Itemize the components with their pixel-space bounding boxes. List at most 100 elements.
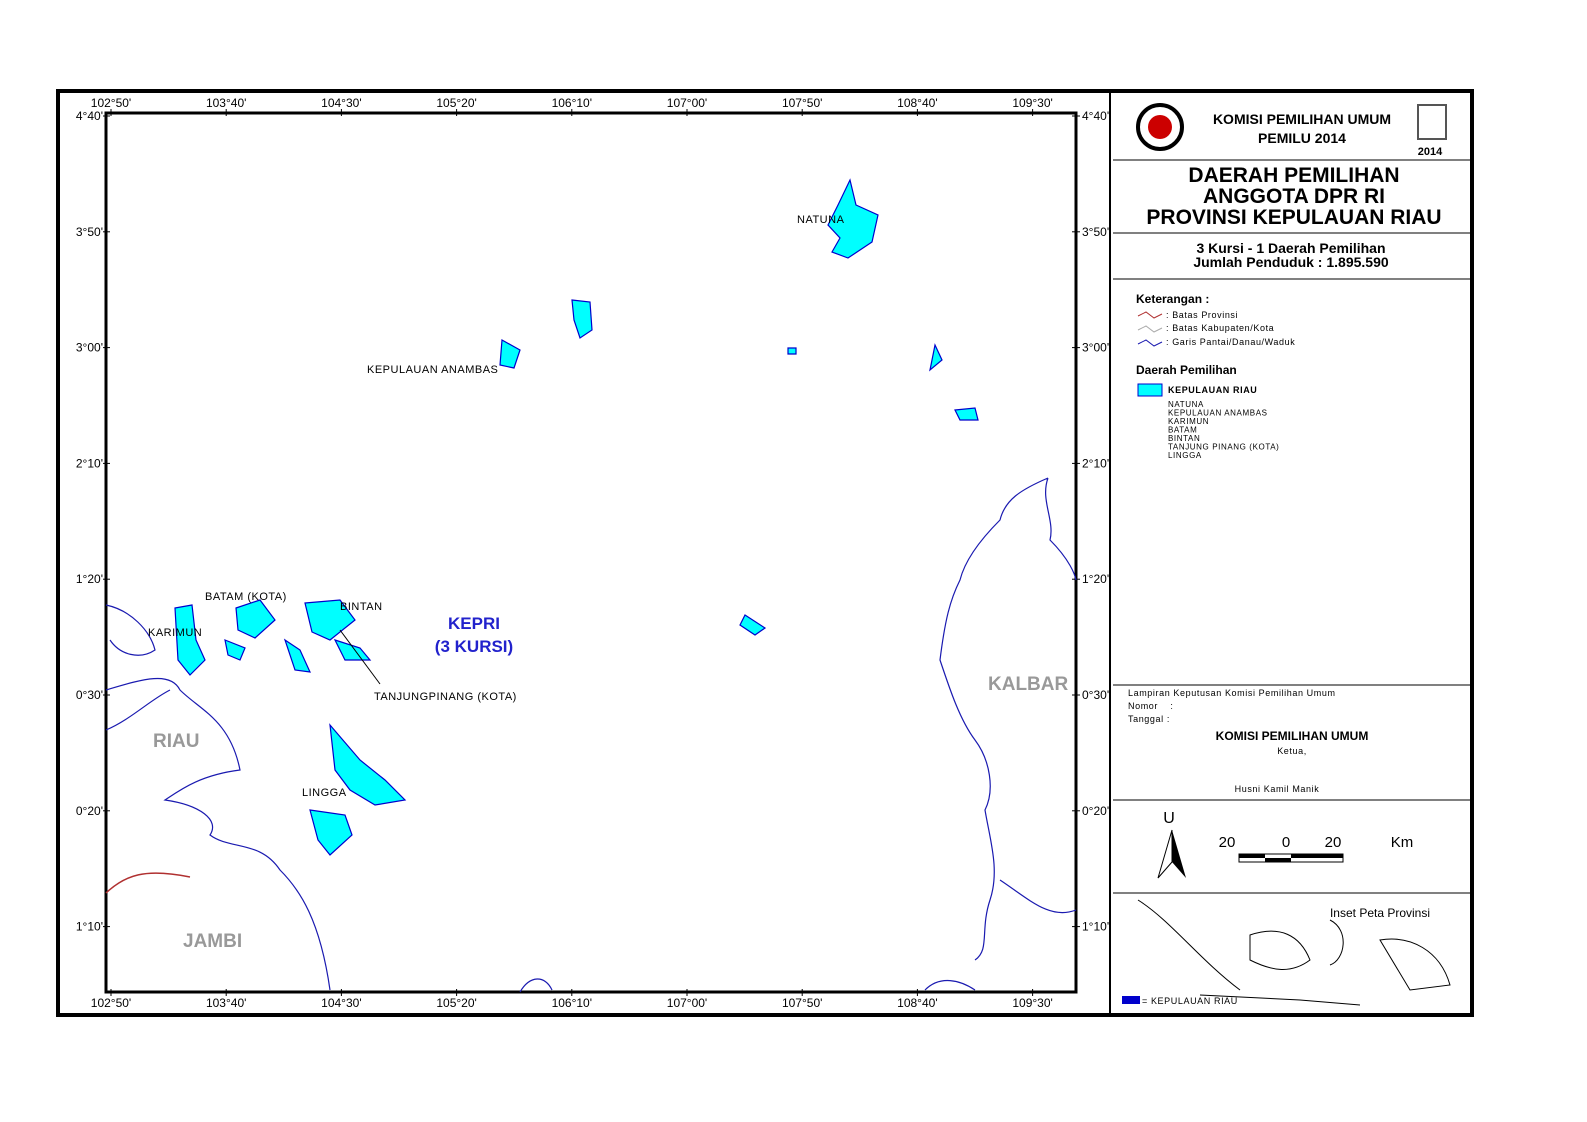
lon-label: 109°30' [1012, 96, 1052, 110]
lat-label: 0°30' [1082, 688, 1109, 702]
lon-label: 109°30' [1012, 996, 1052, 1010]
lon-label: 104°30' [321, 96, 361, 110]
inset-title: Inset Peta Provinsi [1330, 906, 1430, 920]
place-label: BINTAN [340, 601, 383, 613]
shape [787, 347, 797, 355]
lat-label: 1°10' [76, 920, 103, 934]
dapil-label: (3 KURSI) [435, 637, 513, 656]
lon-label: 107°00' [667, 96, 707, 110]
lon-label: 102°50' [91, 96, 131, 110]
region-label: JAMBI [183, 931, 242, 952]
shape [571, 299, 593, 339]
ballot-box [1417, 104, 1447, 140]
sign-text: Ketua, [1277, 746, 1307, 756]
shape [519, 978, 976, 993]
lon-label: 108°40' [897, 96, 937, 110]
shape [939, 477, 1077, 961]
lat-label: 1°20' [76, 572, 103, 586]
legend-member: KARIMUN [1168, 417, 1209, 426]
sign-org: KOMISI PEMILIHAN UMUM [1216, 729, 1369, 743]
shape [499, 339, 521, 369]
region-label: KALBAR [988, 674, 1068, 695]
lat-label: 3°00' [1082, 341, 1109, 355]
dapil-label: KEPRI [448, 614, 500, 633]
region-label: RIAU [153, 731, 199, 752]
lon-label: 107°50' [782, 996, 822, 1010]
lat-label: 3°50' [1082, 225, 1109, 239]
scale-unit: Km [1391, 834, 1414, 851]
scale-bar-seg [1291, 854, 1343, 858]
legend-member: BINTAN [1168, 434, 1200, 443]
shape [174, 604, 206, 676]
coastlines [105, 477, 1077, 993]
lon-label: 105°20' [436, 96, 476, 110]
scale-bar-seg [1265, 858, 1291, 862]
legend-symbol [1137, 339, 1163, 347]
legend-item: : Batas Provinsi [1166, 310, 1238, 320]
legend-member: NATUNA [1168, 400, 1204, 409]
logo-year: 2014 [1418, 146, 1443, 158]
title-line: ANGGOTA DPR RI [1203, 185, 1385, 208]
kpu-logo-emblem [1148, 115, 1172, 139]
lat-label: 2°10' [1082, 456, 1109, 470]
shape [929, 343, 943, 372]
title-line: DAERAH PEMILIHAN [1188, 164, 1399, 187]
lon-label: 104°30' [321, 996, 361, 1010]
lat-label: 2°10' [76, 456, 103, 470]
lat-label: 0°20' [1082, 804, 1109, 818]
shape [224, 639, 246, 661]
lat-label: 1°20' [1082, 572, 1109, 586]
sign-text: Nomor : [1128, 701, 1174, 711]
legend-member: TANJUNG PINANG (KOTA) [1168, 443, 1279, 452]
inset-legend: = KEPULAUAN RIAU [1142, 996, 1238, 1006]
map-frame [104, 111, 1078, 994]
scale-label: 20 [1325, 834, 1342, 851]
islands [174, 178, 979, 856]
legend-heading: Keterangan : [1136, 292, 1209, 306]
shape [105, 604, 331, 991]
lon-label: 108°40' [897, 996, 937, 1010]
lon-label: 105°20' [436, 996, 476, 1010]
info-line: 3 Kursi - 1 Daerah Pemilihan [1196, 240, 1385, 256]
shape [827, 178, 879, 259]
org-name: KOMISI PEMILIHAN UMUM [1213, 111, 1391, 127]
legend-item: KEPULAUAN RIAU [1168, 385, 1257, 395]
place-label: BATAM (KOTA) [205, 591, 287, 603]
lon-label: 107°00' [667, 996, 707, 1010]
info-line: Jumlah Penduduk : 1.895.590 [1193, 254, 1389, 270]
lat-label: 0°20' [76, 804, 103, 818]
legend-member: BATAM [1168, 426, 1197, 435]
legend-swatch [1137, 383, 1163, 397]
lat-label: 3°50' [76, 225, 103, 239]
legend-symbol [1137, 325, 1163, 333]
lat-label: 3°00' [76, 341, 103, 355]
lon-label: 106°10' [552, 96, 592, 110]
shape [954, 407, 979, 421]
sign-text: Tanggal : [1128, 714, 1170, 724]
place-label: TANJUNGPINANG (KOTA) [374, 691, 517, 703]
inset-swatch [1122, 996, 1140, 1004]
shape [283, 638, 311, 673]
scale-bar-seg [1239, 854, 1265, 858]
lat-label: 4°40' [1082, 109, 1109, 123]
inset-map [1137, 899, 1451, 1006]
legend-symbol [1137, 311, 1163, 319]
graticule: 102°50' 102°50' 103°40' 103°40' 104°30' 104°3… [76, 96, 1109, 1010]
lat-label: 0°30' [76, 688, 103, 702]
lon-label: 103°40' [206, 996, 246, 1010]
place-labels: NATUNA KEPULAUAN ANAMBAS BATAM (KOTA) BI… [148, 214, 1068, 952]
title-line: PROVINSI KEPULAUAN RIAU [1146, 206, 1441, 229]
scale-label: 0 [1282, 834, 1290, 851]
lon-label: 106°10' [552, 996, 592, 1010]
legend-heading: Daerah Pemilihan [1136, 363, 1237, 377]
province-border [105, 872, 191, 894]
shape [309, 809, 353, 856]
lon-label: 102°50' [91, 996, 131, 1010]
lat-label: 4°40' [76, 109, 103, 123]
place-label: KARIMUN [148, 627, 202, 639]
event-name: PEMILU 2014 [1258, 130, 1346, 146]
north-arrow [1172, 830, 1186, 878]
place-label: KEPULAUAN ANAMBAS [367, 364, 498, 376]
